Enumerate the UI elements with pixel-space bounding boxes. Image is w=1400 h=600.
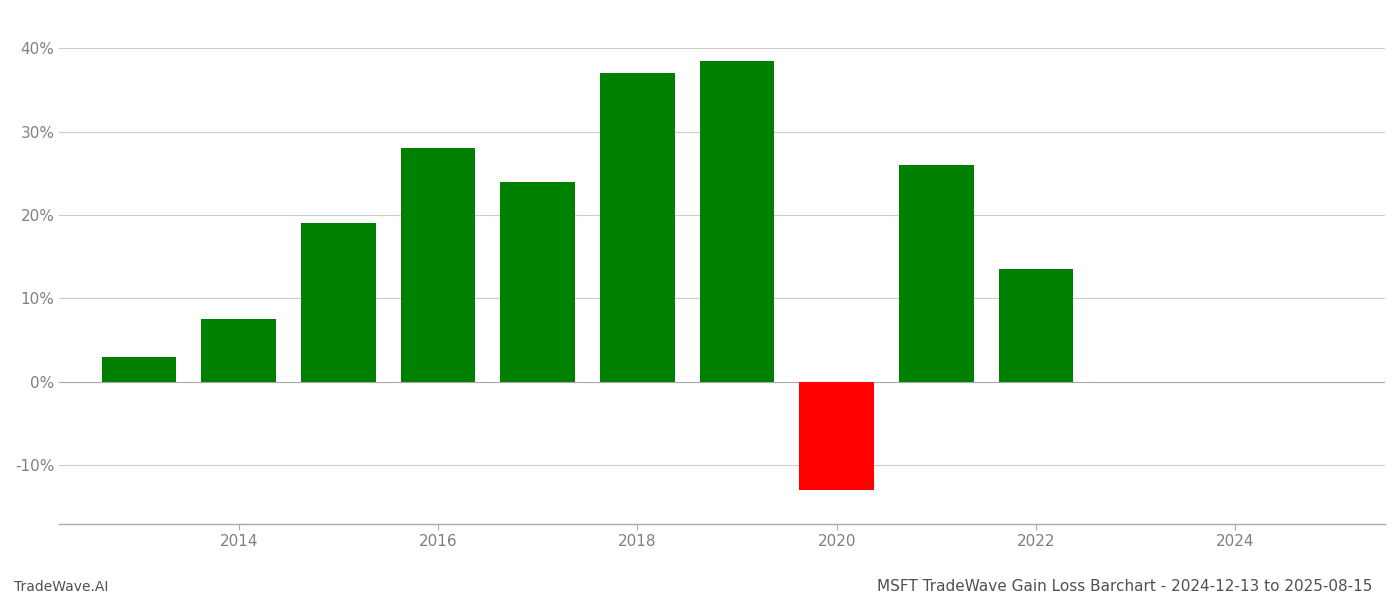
Bar	[301, 223, 375, 382]
Bar	[700, 61, 774, 382]
Bar	[102, 357, 176, 382]
Bar	[799, 382, 874, 490]
Bar	[400, 148, 476, 382]
Bar	[601, 73, 675, 382]
Bar	[998, 269, 1074, 382]
Bar	[500, 182, 575, 382]
Bar	[202, 319, 276, 382]
Bar	[899, 165, 974, 382]
Text: TradeWave.AI: TradeWave.AI	[14, 580, 108, 594]
Text: MSFT TradeWave Gain Loss Barchart - 2024-12-13 to 2025-08-15: MSFT TradeWave Gain Loss Barchart - 2024…	[876, 579, 1372, 594]
